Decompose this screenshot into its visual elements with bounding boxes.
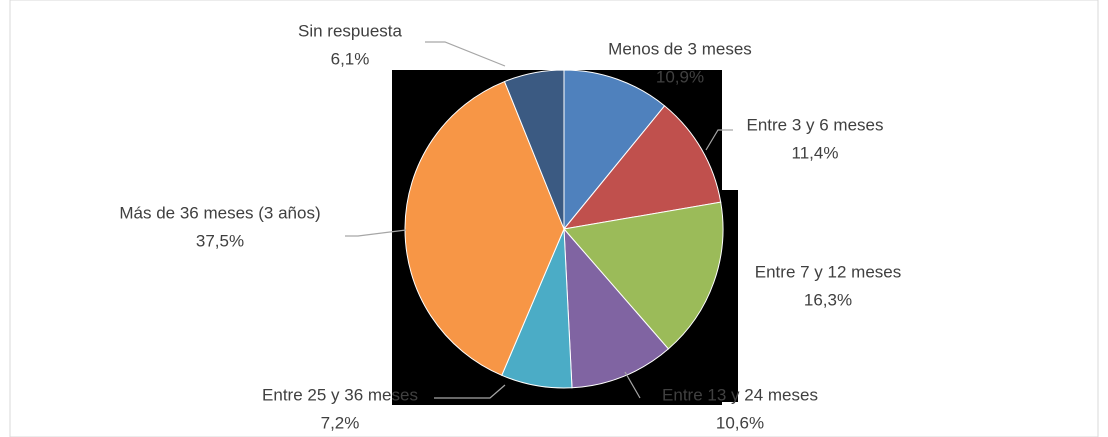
value-label: 7,2% <box>321 413 360 432</box>
pie-slice <box>503 69 565 230</box>
value-label: 11,4% <box>792 143 839 162</box>
value-label: 16,3% <box>804 290 852 309</box>
slice-label: Menos de 3 meses <box>608 39 752 58</box>
pie-slice <box>563 227 670 389</box>
pie-slice <box>562 105 722 230</box>
pie-slice <box>404 80 565 376</box>
pie-slice <box>563 201 724 350</box>
value-label: 10,9% <box>656 67 704 86</box>
value-label: 10,6% <box>716 413 764 432</box>
slice-label: Más de 36 meses (3 años) <box>119 203 320 222</box>
slice-label: Entre 13 y 24 meses <box>662 385 818 404</box>
leader-lines <box>345 41 733 399</box>
labels: Menos de 3 meses 10,9% Entre 3 y 6 meses 11… <box>119 21 901 432</box>
slice-label: Entre 3 y 6 meses <box>746 115 883 134</box>
slice-label: Entre 7 y 12 meses <box>755 262 901 281</box>
pie-slice <box>563 69 666 231</box>
value-label: 6,1% <box>331 49 370 68</box>
slice-label: Sin respuesta <box>298 21 402 40</box>
value-label: 37,5% <box>196 231 244 250</box>
pie <box>404 69 724 389</box>
slice-label: Entre 25 y 36 meses <box>262 385 418 404</box>
